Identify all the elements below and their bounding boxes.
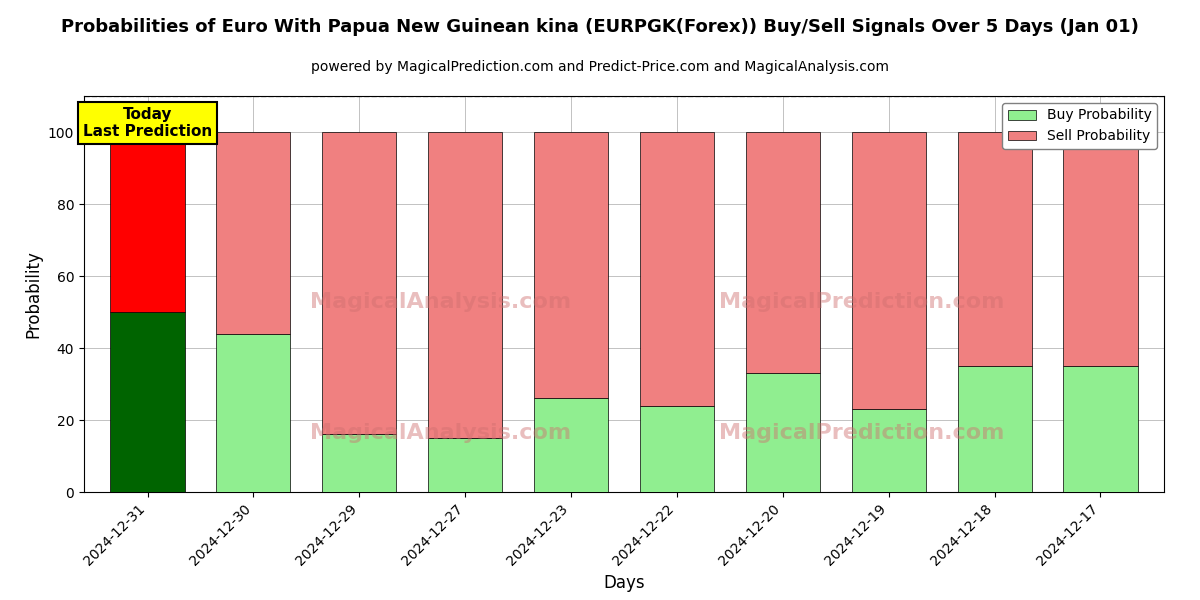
Bar [1063, 366, 1138, 492]
Bar [852, 132, 925, 409]
Bar [110, 132, 185, 312]
Bar [640, 406, 714, 492]
Text: MagicalPrediction.com: MagicalPrediction.com [719, 292, 1004, 312]
Bar [323, 434, 396, 492]
Bar [958, 132, 1032, 366]
Bar [534, 132, 608, 398]
Bar [110, 312, 185, 492]
Legend: Buy Probability, Sell Probability: Buy Probability, Sell Probability [1002, 103, 1157, 149]
Bar [1063, 132, 1138, 366]
Y-axis label: Probability: Probability [24, 250, 42, 338]
Bar [428, 132, 503, 438]
Bar [852, 409, 925, 492]
Bar [958, 366, 1032, 492]
Text: MagicalAnalysis.com: MagicalAnalysis.com [310, 292, 571, 312]
Bar [745, 373, 820, 492]
X-axis label: Days: Days [604, 574, 644, 592]
Text: Probabilities of Euro With Papua New Guinean kina (EURPGK(Forex)) Buy/Sell Signa: Probabilities of Euro With Papua New Gui… [61, 18, 1139, 36]
Bar [216, 334, 290, 492]
Bar [745, 132, 820, 373]
Bar [216, 132, 290, 334]
Bar [534, 398, 608, 492]
Bar [640, 132, 714, 406]
Text: Today
Last Prediction: Today Last Prediction [83, 107, 212, 139]
Bar [428, 438, 503, 492]
Text: powered by MagicalPrediction.com and Predict-Price.com and MagicalAnalysis.com: powered by MagicalPrediction.com and Pre… [311, 60, 889, 74]
Text: MagicalAnalysis.com: MagicalAnalysis.com [310, 422, 571, 443]
Text: MagicalPrediction.com: MagicalPrediction.com [719, 422, 1004, 443]
Bar [323, 132, 396, 434]
